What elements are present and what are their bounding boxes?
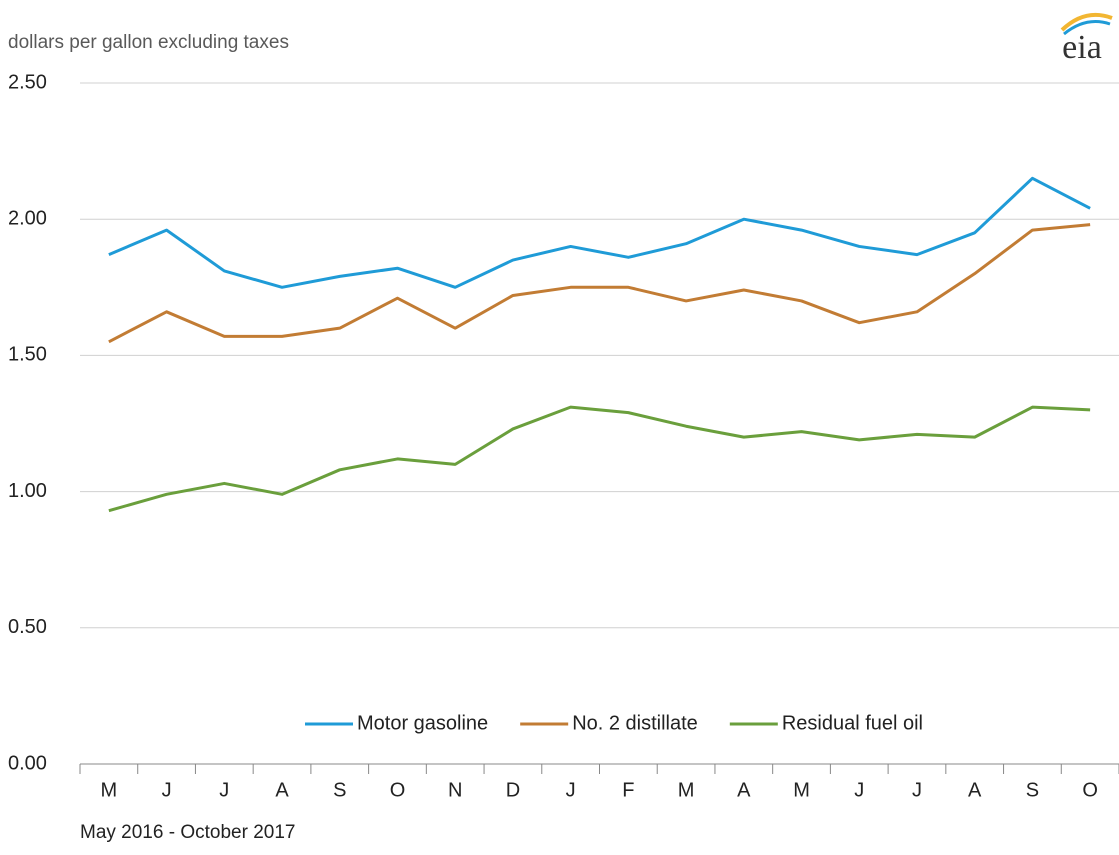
logo-arc — [1063, 20, 1111, 36]
logo: eia — [1062, 29, 1102, 66]
x-tick-label: F — [622, 779, 634, 801]
series-line — [108, 223, 1091, 344]
y-tick-label: 0.50 — [8, 616, 47, 638]
x-tick-label: J — [854, 779, 864, 801]
logo-arc — [1060, 13, 1113, 32]
x-tick-label: J — [566, 779, 576, 801]
x-tick-label: J — [162, 779, 172, 801]
x-tick-label: J — [219, 779, 229, 801]
x-axis-label: May 2016 - October 2017 — [80, 822, 295, 843]
y-tick-label: 1.00 — [8, 480, 47, 502]
x-tick-label: M — [678, 779, 695, 801]
x-tick-label: M — [793, 779, 810, 801]
series-line — [108, 176, 1091, 289]
x-tick-label: J — [912, 779, 922, 801]
legend-label: Motor gasoline — [357, 712, 488, 734]
x-tick-label: A — [275, 779, 289, 801]
y-tick-label: 1.50 — [8, 344, 47, 366]
y-tick-label: 2.00 — [8, 207, 47, 229]
series-line — [108, 405, 1091, 513]
y-tick-label: 2.50 — [8, 71, 47, 93]
x-tick-label: A — [737, 779, 751, 801]
x-tick-label: O — [390, 779, 406, 801]
x-tick-label: A — [968, 779, 982, 801]
x-tick-label: S — [1026, 779, 1039, 801]
legend-label: No. 2 distillate — [572, 712, 698, 734]
x-tick-label: O — [1082, 779, 1098, 801]
x-tick-label: D — [506, 779, 520, 801]
y-tick-label: 0.00 — [8, 752, 47, 774]
x-tick-label: N — [448, 779, 462, 801]
x-tick-label: M — [101, 779, 118, 801]
x-tick-label: S — [333, 779, 346, 801]
legend-label: Residual fuel oil — [782, 712, 923, 734]
y-axis-label: dollars per gallon excluding taxes — [8, 32, 289, 53]
